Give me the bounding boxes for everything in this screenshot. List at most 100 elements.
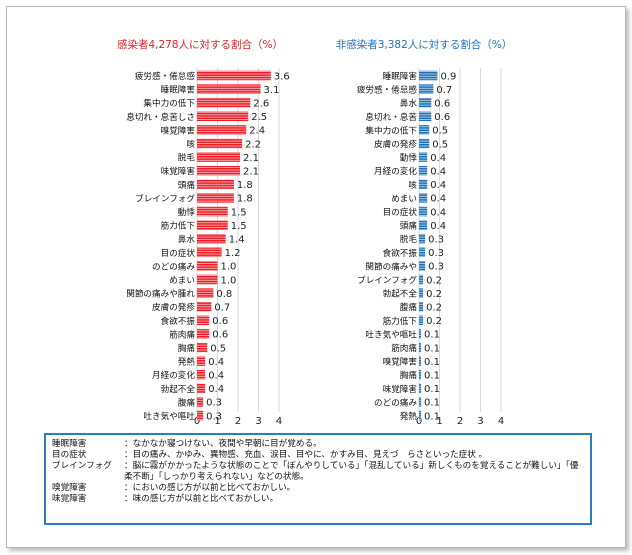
bar (419, 356, 422, 366)
data-label: 1.5 (231, 221, 247, 232)
category-label: 集中力の低下 (143, 97, 195, 109)
category-label: 嗅覚障害 (383, 356, 418, 368)
note-row: 嗅覚障害 ：においの感じ方が以前と比べておかしい。 (52, 483, 584, 494)
bar (197, 369, 206, 380)
bar (197, 342, 208, 353)
bar (197, 247, 222, 258)
category-label: 脱毛 (178, 152, 196, 164)
category-label: 味覚障害 (161, 165, 196, 177)
data-label: 0.1 (424, 411, 440, 422)
data-label: 3.1 (264, 85, 280, 96)
x-tick-label: 1 (436, 416, 442, 427)
data-label: 2.2 (245, 139, 261, 150)
note-definition: ：目の痛み、かゆみ、異物感、充血、涙目、目やに、かすみ目、見えづ らさといった症… (124, 450, 488, 460)
category-label: のどの痛み (374, 396, 417, 408)
category-label: 関節の痛みや腫れ (126, 288, 195, 300)
category-label: 咳 (408, 179, 417, 191)
category-label: 腹痛 (400, 301, 418, 313)
data-label: 0.4 (430, 153, 446, 164)
x-tick-label: 0 (194, 416, 200, 427)
bar (197, 152, 241, 162)
data-label: 0.4 (430, 194, 446, 205)
category-label: 息切れ・息苦しさ (126, 111, 195, 123)
data-label: 0.4 (208, 371, 224, 382)
category-label: 目の症状 (161, 247, 196, 259)
data-label: 0.7 (436, 85, 452, 96)
bar (419, 369, 422, 380)
data-label: 0.1 (424, 330, 440, 341)
data-label: 0.5 (432, 126, 448, 137)
bar (197, 125, 247, 135)
bar (197, 165, 241, 176)
category-label: 目の症状 (383, 206, 418, 218)
data-label: 0.4 (208, 357, 224, 368)
data-label: 0.1 (424, 357, 440, 368)
data-label: 2.1 (243, 167, 259, 178)
data-label: 0.3 (428, 235, 444, 246)
data-label: 1.8 (237, 180, 253, 191)
data-label: 2.4 (249, 126, 265, 137)
category-label: 月経の変化 (374, 165, 417, 177)
category-label: 頭痛 (400, 220, 418, 232)
category-label: 皮膚の発疹 (152, 301, 195, 313)
x-tick-label: 0 (416, 416, 422, 427)
category-label: ブレインフォグ (135, 192, 195, 204)
category-label: 腹痛 (178, 396, 196, 408)
chart-title: 感染者4,278人に対する割合（%） (117, 38, 283, 51)
data-label: 2.5 (251, 112, 267, 123)
category-label: 勃起不全 (383, 288, 418, 300)
bar (419, 397, 422, 407)
note-row: 味覚障害 ：味の感じ方が以前と比べておかしい。 (52, 494, 584, 505)
bar (419, 111, 432, 122)
data-label: 0.2 (426, 303, 442, 314)
category-label: 集中力の低下 (365, 124, 417, 136)
bar (419, 342, 422, 353)
category-label: 筋肉痛 (169, 328, 195, 340)
category-label: めまい (169, 275, 195, 286)
category-label: 咳 (186, 138, 195, 150)
note-row: ブレインフォグ ：脳に霧がかかったような状態のことで「ぼんやりしている」「混乱し… (52, 461, 584, 483)
data-label: 2.6 (253, 99, 269, 110)
category-label: 動悸 (400, 152, 418, 164)
bar (419, 179, 428, 190)
category-label: 味覚障害 (383, 383, 418, 395)
data-label: 0.4 (430, 167, 446, 178)
x-tick-label: 4 (498, 416, 504, 427)
bar (419, 84, 434, 94)
bar (197, 410, 204, 421)
data-label: 0.6 (212, 316, 228, 327)
data-label: 0.5 (210, 343, 226, 354)
bar (419, 288, 424, 298)
category-label: 吐き気や嘔吐 (365, 328, 417, 340)
data-label: 2.1 (243, 153, 259, 164)
note-row: 目の症状 ：目の痛み、かゆみ、異物感、充血、涙目、目やに、かすみ目、見えづ らさ… (52, 450, 584, 461)
x-tick-label: 4 (276, 416, 282, 427)
data-label: 0.6 (434, 112, 450, 123)
category-label: 脱毛 (400, 233, 418, 245)
bar (419, 165, 428, 176)
data-label: 1.8 (237, 194, 253, 205)
note-term: 睡眠障害 (52, 439, 87, 449)
data-label: 0.1 (424, 371, 440, 382)
note-definition: ：なかなか寝つけない、夜間や早朝に目が覚める。 (124, 439, 322, 449)
note-term: 目の症状 (52, 450, 87, 460)
category-label: 筋肉痛 (391, 342, 417, 354)
note-term: 嗅覚障害 (52, 483, 87, 493)
bar (419, 206, 428, 217)
category-label: 勃起不全 (161, 383, 196, 395)
bar (197, 288, 214, 298)
bar (197, 84, 261, 94)
data-label: 0.2 (426, 275, 442, 286)
bar (197, 356, 206, 366)
bar (197, 193, 234, 203)
bar (197, 220, 228, 230)
bar (419, 152, 428, 162)
data-label: 0.4 (430, 180, 446, 191)
category-label: 筋力低下 (161, 220, 196, 232)
bar (419, 220, 428, 230)
category-label: 胸痛 (178, 342, 196, 354)
data-label: 0.6 (434, 99, 450, 110)
data-label: 0.2 (426, 289, 442, 300)
category-label: 鼻水 (178, 233, 196, 245)
note-definition: ：味の感じ方が以前と比べておかしい。 (124, 494, 279, 504)
